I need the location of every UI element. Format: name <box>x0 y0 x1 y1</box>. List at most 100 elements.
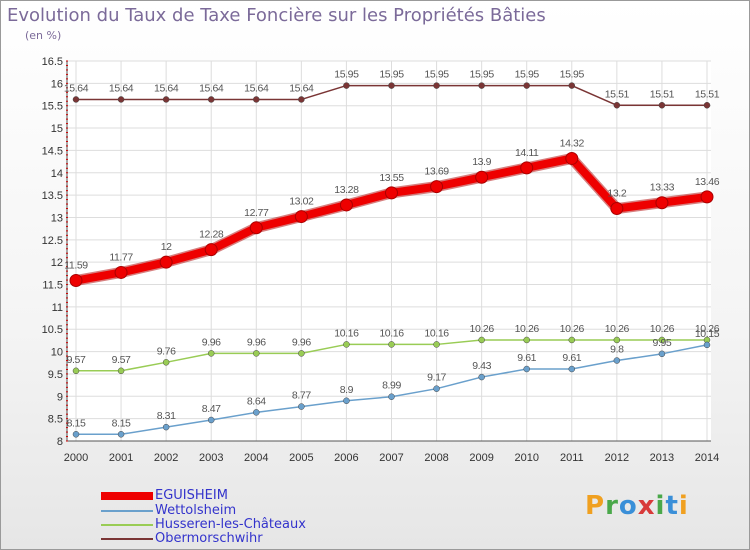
proxiti-logo: Proxiti <box>585 491 689 521</box>
data-point <box>114 265 128 279</box>
data-point <box>703 102 711 109</box>
data-point <box>568 365 576 373</box>
x-tick-label: 2002 <box>154 452 178 464</box>
data-label: 15.64 <box>109 82 134 94</box>
legend-item-wettolsheim: Wettolsheim <box>101 503 236 518</box>
data-point <box>523 365 530 373</box>
data-label: 9.8 <box>610 344 624 356</box>
data-point <box>703 341 711 349</box>
logo-letter: i <box>678 491 689 521</box>
data-label: 13.55 <box>379 172 404 184</box>
y-tick-label: 10 <box>51 347 63 359</box>
data-label: 10.16 <box>424 327 449 339</box>
data-point <box>162 96 170 103</box>
y-tick-label: 8.5 <box>48 414 63 426</box>
data-point <box>478 336 485 344</box>
data-label: 13.02 <box>289 196 314 208</box>
data-label: 12.28 <box>199 229 224 241</box>
y-tick-label: 12 <box>51 257 63 269</box>
data-point <box>253 409 260 416</box>
x-tick-label: 2008 <box>424 452 448 464</box>
logo-letter: P <box>585 491 606 521</box>
y-tick-label: 14.5 <box>42 145 63 157</box>
data-point <box>478 373 485 381</box>
x-tick-label: 2012 <box>605 452 629 464</box>
x-tick-label: 2001 <box>109 452 133 464</box>
data-label: 14.11 <box>515 147 539 159</box>
data-label: 12.77 <box>244 207 269 219</box>
legend-item-eguisheim: EGUISHEIM <box>101 488 228 503</box>
data-point <box>568 336 576 344</box>
data-point <box>475 170 489 184</box>
data-point <box>298 96 305 103</box>
data-point <box>610 202 624 216</box>
data-point <box>117 367 125 375</box>
data-point <box>523 336 530 344</box>
y-tick-label: 16.5 <box>42 56 63 68</box>
data-point <box>658 336 666 344</box>
logo-letter: i <box>655 491 666 521</box>
legend-item-obermorschwihr: Obermorschwihr <box>101 531 263 546</box>
y-tick-label: 15.5 <box>42 101 63 113</box>
data-label: 15.95 <box>379 69 404 81</box>
x-tick-label: 2000 <box>64 452 88 464</box>
data-point <box>249 221 263 235</box>
x-tick-label: 2004 <box>244 452 268 464</box>
data-point <box>478 82 485 89</box>
x-tick-label: 2011 <box>560 452 584 464</box>
data-label: 8.99 <box>382 380 401 392</box>
logo-letter: o <box>618 491 638 521</box>
data-label: 13.28 <box>334 184 359 196</box>
chart-title: Evolution du Taux de Taxe Foncière sur l… <box>7 5 546 26</box>
data-label: 15.95 <box>424 69 449 81</box>
data-point <box>613 102 621 109</box>
data-label: 9.95 <box>653 337 672 349</box>
data-label: 15.64 <box>154 82 179 94</box>
data-label: 10.26 <box>560 323 585 335</box>
y-tick-label: 13 <box>51 212 63 224</box>
data-point <box>343 82 350 89</box>
y-tick-label: 10.5 <box>42 324 63 336</box>
data-point <box>159 255 173 269</box>
data-label: 10.16 <box>334 327 359 339</box>
x-tick-label: 2014 <box>695 452 719 464</box>
data-label: 10.26 <box>695 323 720 335</box>
data-point <box>298 403 305 410</box>
data-label: 11.77 <box>109 251 133 263</box>
data-label: 9.96 <box>292 336 311 348</box>
data-label: 13.69 <box>424 166 449 178</box>
data-label: 15.64 <box>289 82 314 94</box>
data-point <box>430 180 444 194</box>
data-label: 10.26 <box>650 323 675 335</box>
data-label: 15.95 <box>470 69 495 81</box>
data-point <box>204 243 218 257</box>
data-point <box>433 385 440 392</box>
data-point <box>72 96 80 103</box>
data-label: 9.17 <box>427 372 446 384</box>
data-label: 14.32 <box>560 137 585 149</box>
data-label: 8.9 <box>340 384 354 396</box>
y-tick-label: 9.5 <box>48 369 63 381</box>
data-point <box>162 423 170 431</box>
data-point <box>523 82 530 89</box>
data-label: 15.64 <box>64 82 89 94</box>
data-point <box>388 341 395 348</box>
data-point <box>117 431 125 438</box>
legend-label: Obermorschwihr <box>155 531 263 546</box>
y-tick-label: 13.5 <box>42 190 63 202</box>
y-tick-label: 11.5 <box>42 280 63 292</box>
data-label: 15.51 <box>650 88 675 100</box>
data-label: 8.31 <box>157 410 176 422</box>
legend-label: EGUISHEIM <box>155 488 228 503</box>
data-point <box>658 102 666 109</box>
data-label: 9.61 <box>562 352 581 364</box>
chart-subtitle: (en %) <box>25 29 62 42</box>
y-tick-label: 11 <box>52 302 63 314</box>
legend-item-husseren: Husseren-les-Châteaux <box>101 517 306 532</box>
y-tick-label: 15 <box>51 123 63 135</box>
data-label: 9.96 <box>247 336 266 348</box>
logo-letter: t <box>665 491 679 521</box>
data-point <box>520 161 534 175</box>
legend-swatch <box>101 537 153 540</box>
data-point <box>433 341 440 348</box>
